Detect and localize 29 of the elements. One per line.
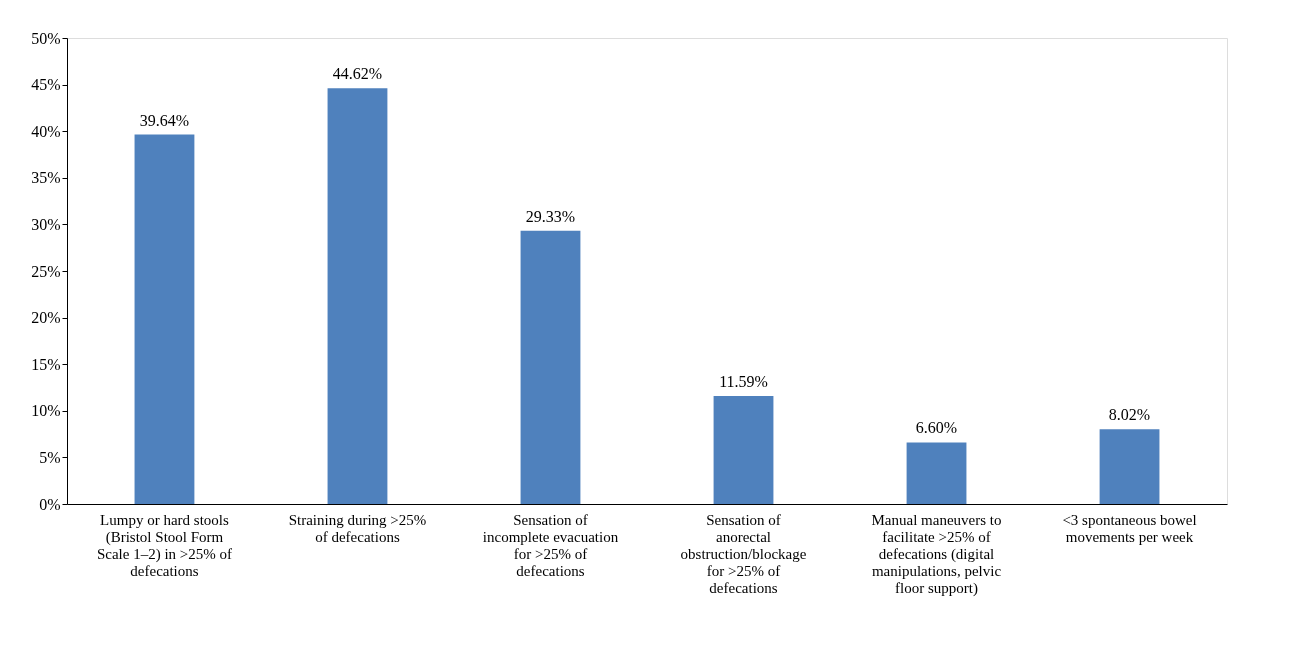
y-tick-label: 5% xyxy=(39,448,61,466)
y-tick-label: 40% xyxy=(31,122,61,140)
bar xyxy=(1099,429,1160,504)
y-tick-label: 20% xyxy=(31,309,61,327)
x-tick-label: Straining during >25% of defecations xyxy=(288,511,427,545)
data-label: 29.33% xyxy=(525,207,576,225)
bar xyxy=(520,230,581,504)
x-tick-label: <3 spontaneous bowel movements per week xyxy=(1062,511,1197,545)
data-label: 6.60% xyxy=(915,419,958,437)
x-tick-label: Lumpy or hard stools (Bristol Stool Form Scale 1–2) in >25% of defecations xyxy=(96,511,233,579)
data-label: 39.64% xyxy=(139,111,190,129)
y-tick-label: 45% xyxy=(31,76,61,94)
x-tick-label: Manual maneuvers to facilitate >25% of defecations (digital manipulations, pelvic floor support) xyxy=(871,511,1002,597)
y-tick-label: 25% xyxy=(31,262,61,280)
y-tick-label: 15% xyxy=(31,355,61,373)
bar xyxy=(134,134,195,504)
data-label: 44.62% xyxy=(332,65,383,83)
data-label: 8.02% xyxy=(1108,406,1151,424)
y-tick-label: 10% xyxy=(31,402,61,420)
y-tick-label: 30% xyxy=(31,215,61,233)
y-tick-label: 35% xyxy=(31,169,61,187)
bar xyxy=(906,442,967,504)
x-tick-label: Sensation of anorectal obstruction/blockage for >25% of defecations xyxy=(680,511,807,596)
bar xyxy=(713,395,774,504)
data-label: 11.59% xyxy=(719,372,768,390)
y-tick-label: 50% xyxy=(31,29,61,47)
y-tick-label: 0% xyxy=(39,495,61,513)
x-tick-label: Sensation of incomplete evacuation for >25% of defecations xyxy=(482,511,619,579)
bar xyxy=(327,88,388,504)
